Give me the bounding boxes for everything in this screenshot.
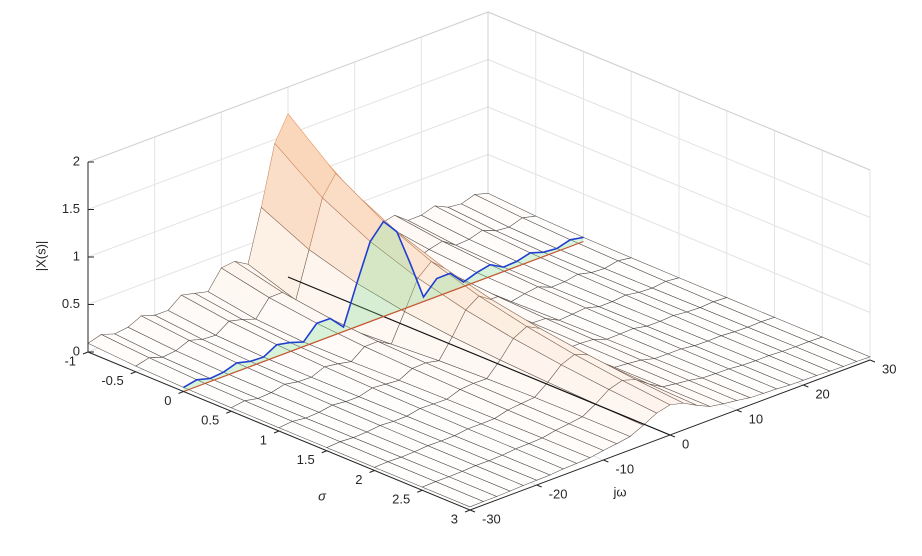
x-tick: [464, 509, 471, 513]
y-tick-label: 10: [749, 411, 763, 426]
x-tick-label: 2.5: [392, 492, 410, 507]
z-tick-label: 2: [73, 153, 80, 168]
box-edge: [87, 11, 489, 163]
surface-patch: [421, 481, 485, 508]
y-tick: [869, 359, 876, 363]
x-tick: [321, 450, 327, 454]
x-tick-label: -0.5: [101, 373, 123, 388]
x-tick: [130, 371, 136, 375]
slice-curve: [183, 220, 584, 389]
y-tick-label: 0: [682, 436, 689, 451]
slice-fill: [183, 221, 584, 392]
y-tick: [603, 459, 609, 463]
x-tick: [82, 351, 89, 355]
x-tick-label: -1: [64, 353, 76, 368]
y-tick-label: 30: [882, 361, 896, 376]
y-tick: [536, 484, 542, 488]
y-tick-label: -20: [549, 486, 568, 501]
y-tick-label: -10: [615, 461, 634, 476]
x-tick: [273, 430, 280, 434]
x-tick-label: 1.5: [297, 452, 315, 467]
x-tick-label: 0.5: [201, 413, 219, 428]
x-tick-label: 1: [260, 432, 267, 447]
z-tick-label: 0.5: [62, 296, 80, 311]
y-axis-label: jω: [612, 484, 626, 499]
x-tick: [417, 489, 423, 493]
x-axis-label: σ: [318, 488, 327, 503]
y-tick-label: 20: [815, 386, 829, 401]
z-tick-label: 0: [73, 343, 80, 358]
y-tick: [803, 384, 809, 388]
y-tick-label: -30: [482, 511, 501, 526]
x-tick: [178, 391, 184, 394]
x-tick-label: 2: [355, 472, 362, 487]
axis-line: [183, 240, 584, 393]
x-tick: [369, 470, 375, 473]
box-edge: [487, 11, 871, 171]
y-tick: [736, 409, 742, 413]
z-axis-label: |X(s)|: [33, 241, 48, 272]
y-tick: [469, 509, 476, 513]
axis-line: [287, 276, 671, 436]
y-tick: [669, 434, 676, 438]
x-tick-label: 0: [164, 393, 171, 408]
z-tick-label: 1.5: [62, 201, 80, 216]
z-tick-label: 1: [73, 248, 80, 263]
x-tick: [226, 410, 232, 414]
x-tick-label: 3: [451, 511, 458, 526]
